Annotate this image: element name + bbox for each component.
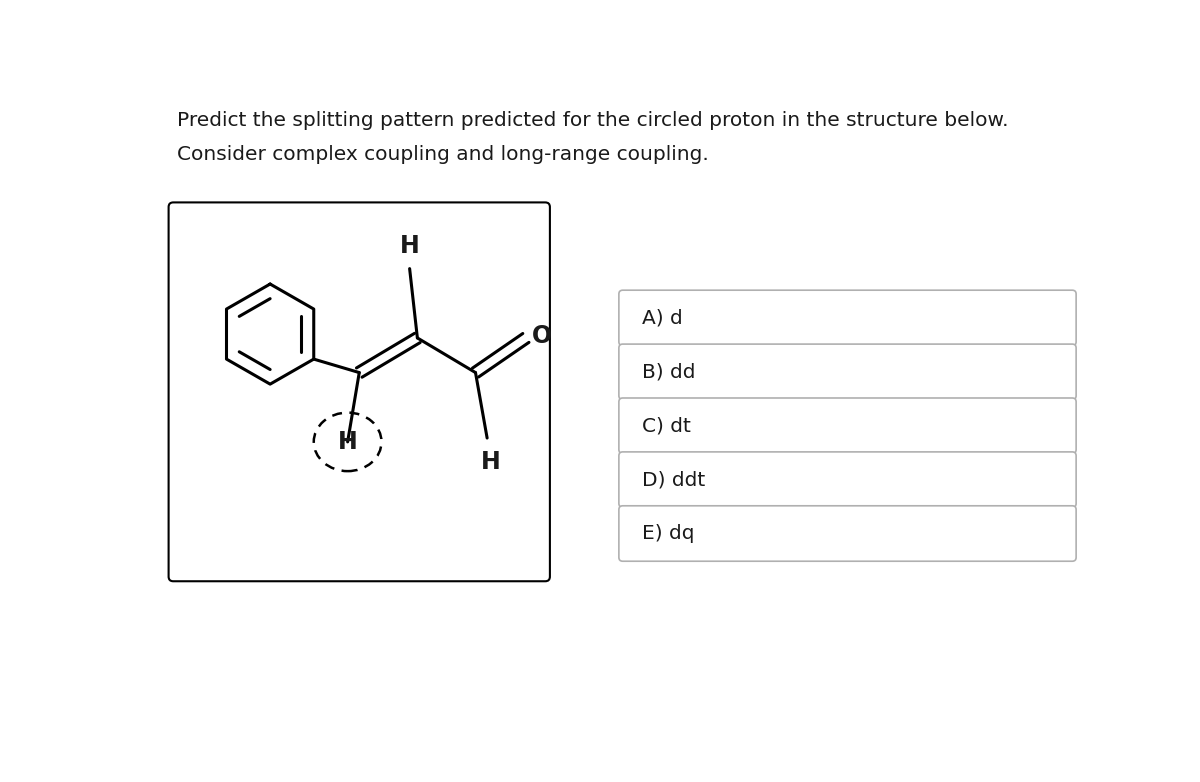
Text: O: O [532, 325, 552, 349]
Text: Consider complex coupling and long-range coupling.: Consider complex coupling and long-range… [178, 145, 709, 164]
FancyBboxPatch shape [619, 290, 1076, 346]
FancyBboxPatch shape [619, 398, 1076, 454]
Text: H: H [400, 234, 420, 258]
Text: E) dq: E) dq [642, 524, 695, 543]
FancyBboxPatch shape [619, 506, 1076, 561]
Text: H: H [337, 430, 358, 454]
Text: Predict the splitting pattern predicted for the circled proton in the structure : Predict the splitting pattern predicted … [178, 111, 1009, 130]
Text: C) dt: C) dt [642, 416, 691, 436]
FancyBboxPatch shape [619, 344, 1076, 400]
Text: H: H [481, 450, 500, 474]
Text: A) d: A) d [642, 308, 683, 328]
FancyBboxPatch shape [619, 452, 1076, 508]
FancyBboxPatch shape [168, 203, 550, 581]
Text: B) dd: B) dd [642, 362, 696, 382]
Text: D) ddt: D) ddt [642, 470, 706, 489]
